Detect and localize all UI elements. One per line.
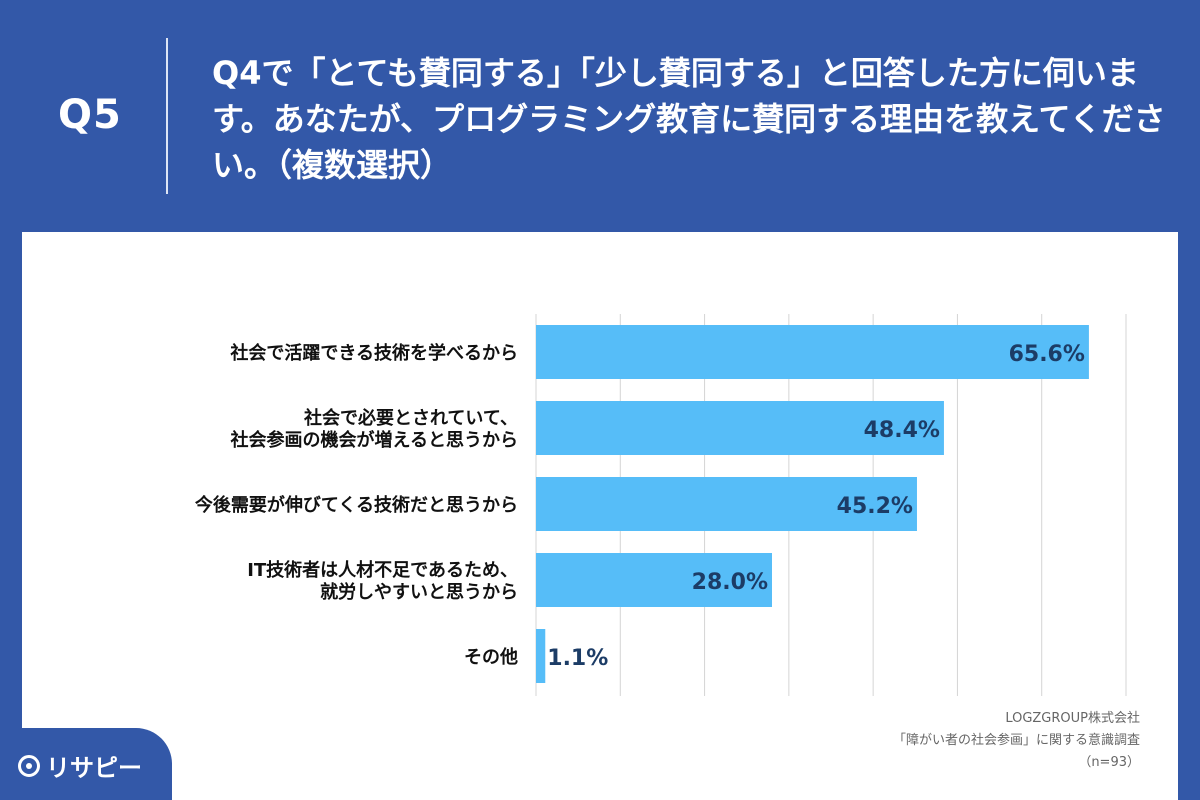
- bar: [536, 401, 944, 455]
- source-company: LOGZGROUP株式会社: [1005, 711, 1140, 726]
- source-note: LOGZGROUP株式会社 「障がい者の社会参画」に関する意識調査 （n=93）: [893, 708, 1140, 774]
- source-survey: 「障がい者の社会参画」に関する意識調査: [892, 733, 1140, 748]
- category-label: IT技術者は人材不足であるため、: [247, 559, 518, 581]
- question-text: Q4で「とても賛同する」「少し賛同する」と回答した方に伺います。あなたが、プログ…: [212, 54, 1166, 184]
- category-label: 今後需要が伸びてくる技術だと思うから: [195, 494, 518, 516]
- bar: [536, 553, 772, 607]
- bar: [536, 629, 546, 683]
- bar-value-label: 65.6%: [1009, 342, 1085, 367]
- header: Q5 Q4で「とても賛同する」「少し賛同する」と回答した方に伺います。あなたが、…: [0, 0, 1200, 232]
- category-label: 社会参画の機会が増えると思うから: [231, 429, 518, 451]
- question-number: Q5: [58, 92, 122, 138]
- header-divider: [166, 38, 168, 194]
- category-label: 社会で活躍できる技術を学べるから: [230, 342, 518, 364]
- bar: [536, 477, 917, 531]
- source-sample-size: （n=93）: [1078, 755, 1140, 770]
- bar: [536, 325, 1089, 379]
- bar-value-label: 48.4%: [864, 418, 940, 443]
- category-label: その他: [464, 646, 518, 668]
- bar-value-label: 28.0%: [692, 570, 768, 595]
- bar-chart: 65.6% 社会で活躍できる技術を学べるから 48.4% 社会で必要とされていて、社会…: [195, 314, 1127, 696]
- bar-value-label: 45.2%: [837, 494, 913, 519]
- location-pin-icon: [18, 754, 40, 777]
- brand-logo-text: リサピー: [46, 754, 142, 782]
- brand-logo: リサピー: [18, 748, 142, 783]
- chart-panel: 65.6% 社会で活躍できる技術を学べるから 48.4% 社会で必要とされていて、 社会…: [22, 232, 1178, 800]
- category-label: 就労しやすいと思うから: [320, 581, 518, 603]
- bar-value-label: 1.1%: [547, 646, 608, 671]
- category-label: 社会で必要とされていて、: [304, 407, 518, 429]
